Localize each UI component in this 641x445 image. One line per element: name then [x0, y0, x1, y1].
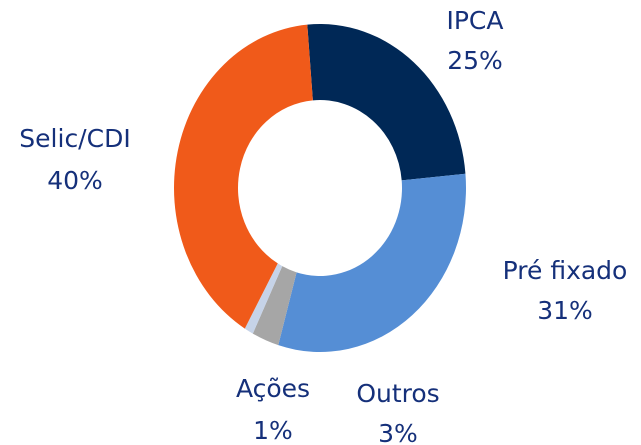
- donut-slice: [278, 173, 467, 352]
- slice-label: IPCA: [446, 6, 503, 35]
- donut-slice: [307, 24, 466, 181]
- slice-label: Outros: [356, 379, 439, 408]
- donut-slice: [173, 24, 313, 329]
- slice-value-label: 1%: [253, 416, 293, 445]
- slice-value-label: 25%: [447, 46, 503, 75]
- donut-slice: [252, 266, 297, 346]
- slice-value-label: 3%: [378, 419, 418, 445]
- slice-label: Selic/CDI: [19, 124, 130, 153]
- slice-label: Ações: [236, 374, 310, 403]
- slice-value-label: 40%: [47, 166, 103, 195]
- slice-label: Pré fixado: [503, 256, 628, 285]
- slice-value-label: 31%: [537, 296, 593, 325]
- donut-slice: [244, 263, 283, 334]
